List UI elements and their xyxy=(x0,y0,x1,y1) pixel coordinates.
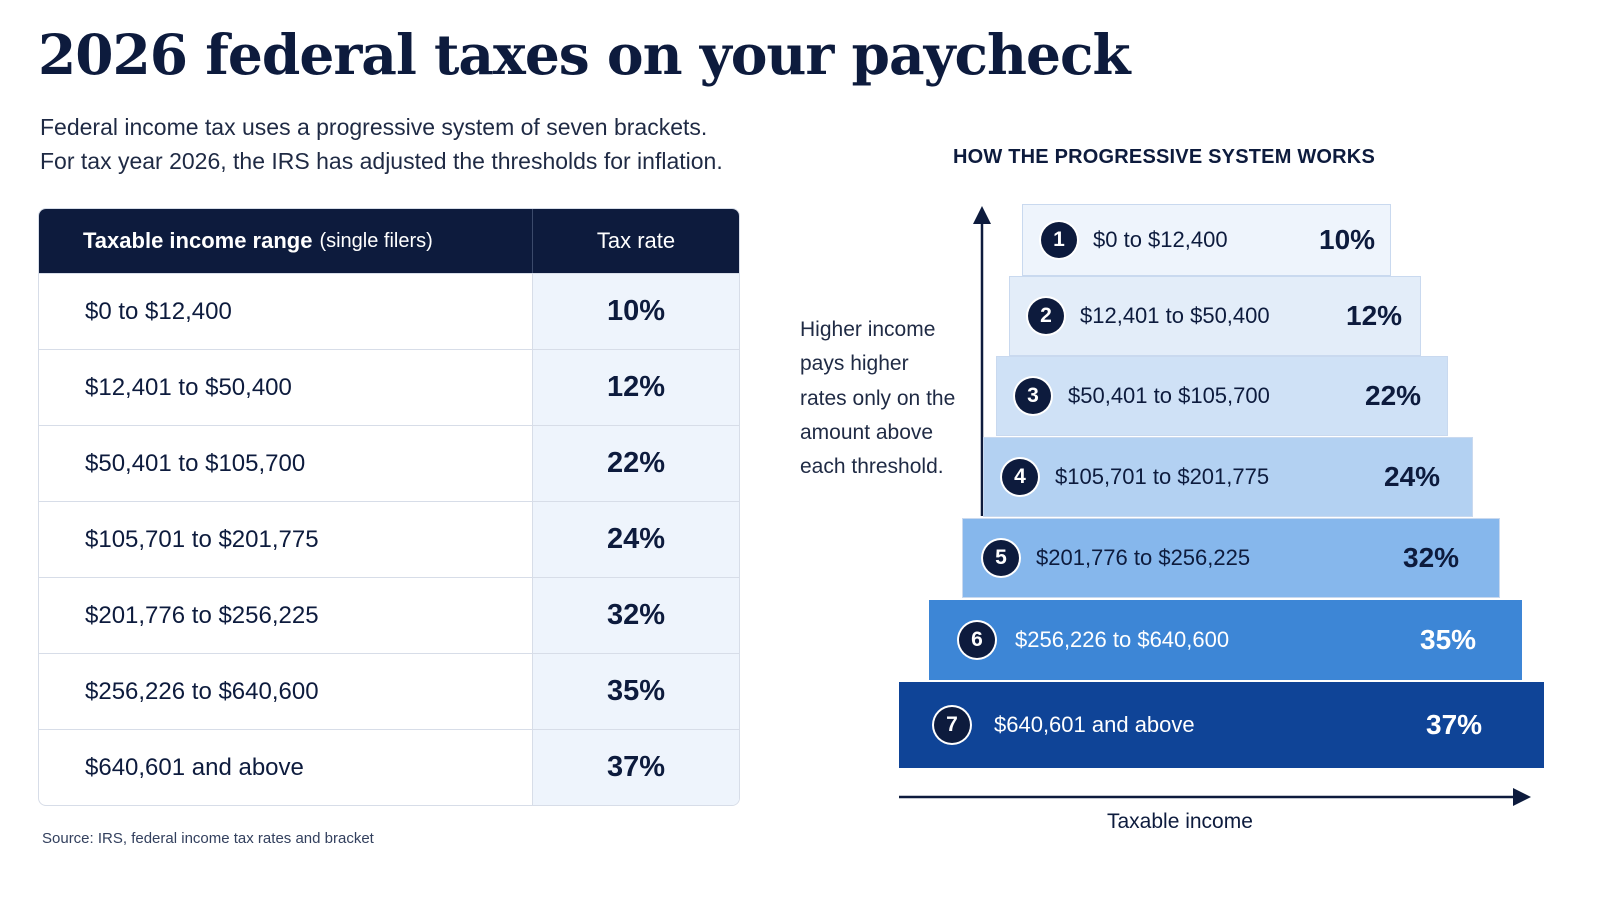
table-row: $12,401 to $50,400 12% xyxy=(39,349,739,425)
step-rate: 35% xyxy=(1420,624,1477,655)
tax-rate-cell: 22% xyxy=(533,426,739,501)
table-header: Taxable income range (single filers) Tax… xyxy=(39,209,739,273)
bracket-step: 7 $640,601 and above 37% xyxy=(899,682,1544,768)
x-axis-arrowhead xyxy=(1513,788,1531,806)
bracket-step: 6 $256,226 to $640,600 35% xyxy=(929,600,1522,680)
income-range-cell: $201,776 to $256,225 xyxy=(39,578,533,653)
step-rate: 12% xyxy=(1346,300,1403,331)
step-range: $0 to $12,400 xyxy=(1093,227,1228,252)
header-range-label: Taxable income range xyxy=(83,228,313,253)
step-range: $640,601 and above xyxy=(994,712,1195,737)
bracket-step: 5 $201,776 to $256,225 32% xyxy=(962,518,1500,598)
tax-rate-cell: 24% xyxy=(533,502,739,577)
table-row: $256,226 to $640,600 35% xyxy=(39,653,739,729)
income-range-cell: $50,401 to $105,700 xyxy=(39,426,533,501)
table-row: $105,701 to $201,775 24% xyxy=(39,501,739,577)
step-rate: 32% xyxy=(1403,542,1460,573)
subtitle: Federal income tax uses a progressive sy… xyxy=(40,110,800,178)
source-note: Source: IRS, federal income tax rates an… xyxy=(42,830,374,847)
tax-rate-cell: 35% xyxy=(533,654,739,729)
bracket-step: 1 $0 to $12,400 10% xyxy=(1022,204,1391,276)
step-number-badge: 6 xyxy=(959,622,995,658)
step-range: $12,401 to $50,400 xyxy=(1080,303,1270,328)
income-range-cell: $256,226 to $640,600 xyxy=(39,654,533,729)
income-range-cell: $105,701 to $201,775 xyxy=(39,502,533,577)
header-rate: Tax rate xyxy=(596,228,676,253)
step-number-badge: 3 xyxy=(1015,378,1051,414)
step-rate: 22% xyxy=(1365,380,1422,411)
diagram-note: Higher income pays higher rates only on … xyxy=(800,318,956,479)
diagram-title: HOW THE PROGRESSIVE SYSTEM WORKS xyxy=(953,146,1375,168)
step-range: $50,401 to $105,700 xyxy=(1068,383,1270,408)
table-row: $0 to $12,400 10% xyxy=(39,273,739,349)
tax-rate-cell: 12% xyxy=(533,350,739,425)
subtitle-line-1: Federal income tax uses a progressive sy… xyxy=(40,114,708,140)
step-range: $256,226 to $640,600 xyxy=(1015,627,1230,652)
bracket-step: 3 $50,401 to $105,700 22% xyxy=(996,356,1448,436)
header-range: Taxable income range (single filers) xyxy=(39,209,533,273)
table-row: $640,601 and above 37% xyxy=(39,729,739,805)
tax-bracket-table: Taxable income range (single filers) Tax… xyxy=(38,208,740,806)
step-range: $105,701 to $201,775 xyxy=(1055,464,1270,489)
income-range-cell: $12,401 to $50,400 xyxy=(39,350,533,425)
step-number-badge: 5 xyxy=(983,540,1019,576)
bracket-step: 4 $105,701 to $201,775 24% xyxy=(983,437,1473,517)
subtitle-line-2: For tax year 2026, the IRS has adjusted … xyxy=(40,148,723,174)
tax-rate-cell: 32% xyxy=(533,578,739,653)
step-number-badge: 1 xyxy=(1041,222,1077,258)
step-number-badge: 2 xyxy=(1028,298,1064,334)
header-range-sub: (single filers) xyxy=(319,229,433,252)
page-title: 2026 federal taxes on your paycheck xyxy=(38,22,1131,87)
step-rate: 37% xyxy=(1426,709,1483,740)
tax-rate-cell: 10% xyxy=(533,274,739,349)
step-rate: 24% xyxy=(1384,461,1441,492)
step-number-badge: 4 xyxy=(1002,459,1038,495)
y-axis-arrowhead xyxy=(973,206,991,224)
step-number-badge: 7 xyxy=(934,707,970,743)
step-range: $201,776 to $256,225 xyxy=(1036,545,1251,570)
bracket-step: 2 $12,401 to $50,400 12% xyxy=(1009,276,1421,356)
table-row: $50,401 to $105,700 22% xyxy=(39,425,739,501)
income-range-cell: $0 to $12,400 xyxy=(39,274,533,349)
table-row: $201,776 to $256,225 32% xyxy=(39,577,739,653)
step-rate: 10% xyxy=(1319,224,1376,255)
income-range-cell: $640,601 and above xyxy=(39,730,533,805)
x-axis-label: Taxable income xyxy=(1107,810,1253,833)
tax-rate-cell: 37% xyxy=(533,730,739,805)
